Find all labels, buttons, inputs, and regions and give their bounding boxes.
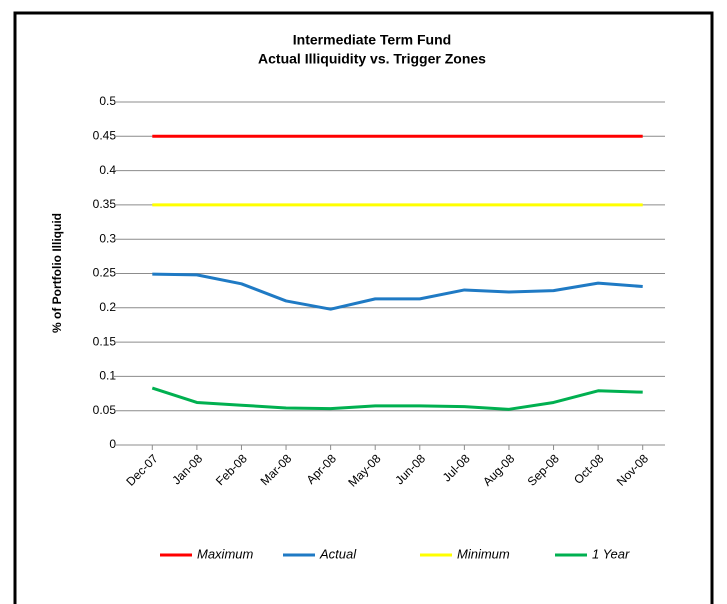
y-tick-label: 0 xyxy=(109,437,116,451)
y-axis-label: % of Portfolio Illiquid xyxy=(50,213,64,333)
legend-label: Minimum xyxy=(457,546,510,561)
legend-label: Maximum xyxy=(197,546,254,561)
legend-label: 1 Year xyxy=(592,546,630,561)
y-tick-label: 0.4 xyxy=(99,163,116,177)
y-tick-label: 0.5 xyxy=(99,94,116,108)
y-tick-label: 0.35 xyxy=(93,197,117,211)
y-tick-label: 0.3 xyxy=(99,231,116,245)
legend-label: Actual xyxy=(319,546,357,561)
y-tick-label: 0.25 xyxy=(93,266,117,280)
series-line xyxy=(151,386,643,411)
chart-subtitle: Actual Illiquidity vs. Trigger Zones xyxy=(258,51,486,67)
y-tick-label: 0.05 xyxy=(93,403,117,417)
y-tick-label: 0.45 xyxy=(93,128,117,142)
series-line xyxy=(152,272,643,311)
chart-border xyxy=(13,11,714,604)
y-tick-label: 0.15 xyxy=(93,334,117,348)
y-tick-label: 0.1 xyxy=(99,369,116,383)
chart-title: Intermediate Term Fund xyxy=(293,32,451,48)
y-tick-label: 0.2 xyxy=(99,300,116,314)
